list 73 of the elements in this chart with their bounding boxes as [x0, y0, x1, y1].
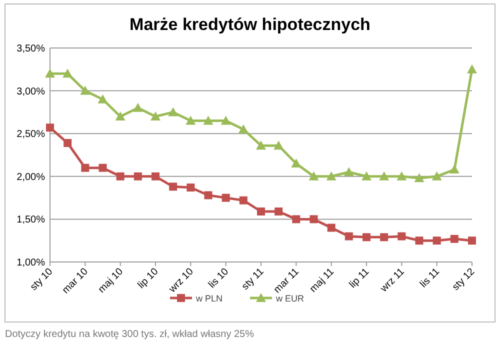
y-tick-label: 2,50%	[16, 129, 46, 140]
y-tick-label: 1,50%	[16, 214, 46, 226]
chart-title: Marże kredytów hipotecznych	[130, 15, 370, 34]
point	[238, 124, 248, 134]
point	[467, 64, 477, 74]
x-tick-label: lip 10	[136, 266, 161, 292]
point	[344, 167, 354, 176]
point	[98, 164, 107, 172]
point	[450, 234, 458, 243]
point	[362, 171, 372, 180]
x-tick-label: sty 12	[450, 266, 478, 293]
point	[222, 194, 230, 202]
legend-label: w EUR	[275, 294, 304, 304]
point	[432, 171, 442, 180]
point	[398, 232, 406, 240]
point	[292, 215, 300, 224]
point	[468, 236, 476, 245]
point	[81, 164, 90, 172]
x-tick-label: wrz 11	[378, 266, 408, 296]
y-tick-label: 1,00%	[16, 258, 46, 268]
point	[64, 139, 72, 148]
point	[326, 171, 336, 180]
point	[291, 158, 302, 168]
point	[449, 164, 460, 174]
point	[257, 207, 265, 216]
point	[98, 94, 108, 104]
y-tick-label: 3,00%	[16, 86, 46, 98]
point	[204, 191, 212, 200]
x-tick-label: maj 11	[308, 266, 337, 295]
point	[45, 68, 55, 78]
point	[274, 207, 283, 216]
point	[396, 171, 407, 180]
point	[168, 107, 178, 116]
y-tick-label: 2,00%	[16, 172, 46, 183]
point	[186, 184, 195, 192]
point	[150, 111, 160, 120]
point	[134, 172, 142, 180]
point	[308, 171, 319, 180]
point	[62, 68, 73, 78]
point	[414, 173, 424, 182]
y-tick-label: 3,50%	[16, 44, 46, 54]
point	[169, 182, 178, 191]
point	[203, 116, 214, 125]
text: Dotyczy kredytu na kwotę 300 tys. zł, wkład własny 25%	[5, 329, 254, 340]
x-tick-label: mar 10	[60, 266, 91, 296]
point	[344, 232, 353, 240]
x-tick-label: wrz 10	[166, 266, 196, 296]
x-tick-label: sty 10	[28, 266, 56, 293]
point	[132, 102, 143, 112]
point	[152, 172, 160, 180]
point	[362, 233, 370, 242]
point	[256, 140, 266, 150]
point	[186, 116, 196, 125]
point	[239, 196, 248, 204]
point	[379, 171, 390, 180]
point	[432, 236, 441, 245]
x-tick-label: lis 11	[418, 266, 442, 290]
x-tick-label: lip 11	[347, 266, 372, 291]
point	[115, 111, 126, 120]
point	[80, 86, 90, 95]
x-tick-label: maj 10	[96, 266, 126, 296]
x-tick-label: mar 11	[272, 266, 302, 296]
point	[380, 233, 388, 242]
point	[46, 124, 54, 132]
point	[220, 116, 231, 125]
point	[274, 140, 284, 150]
point	[327, 224, 336, 232]
point	[415, 236, 424, 245]
point	[116, 172, 124, 180]
point	[310, 215, 318, 224]
legend-label: w PLN	[195, 294, 223, 304]
x-tick-label: lis 10	[206, 266, 232, 291]
x-tick-label: sty 11	[240, 266, 266, 292]
